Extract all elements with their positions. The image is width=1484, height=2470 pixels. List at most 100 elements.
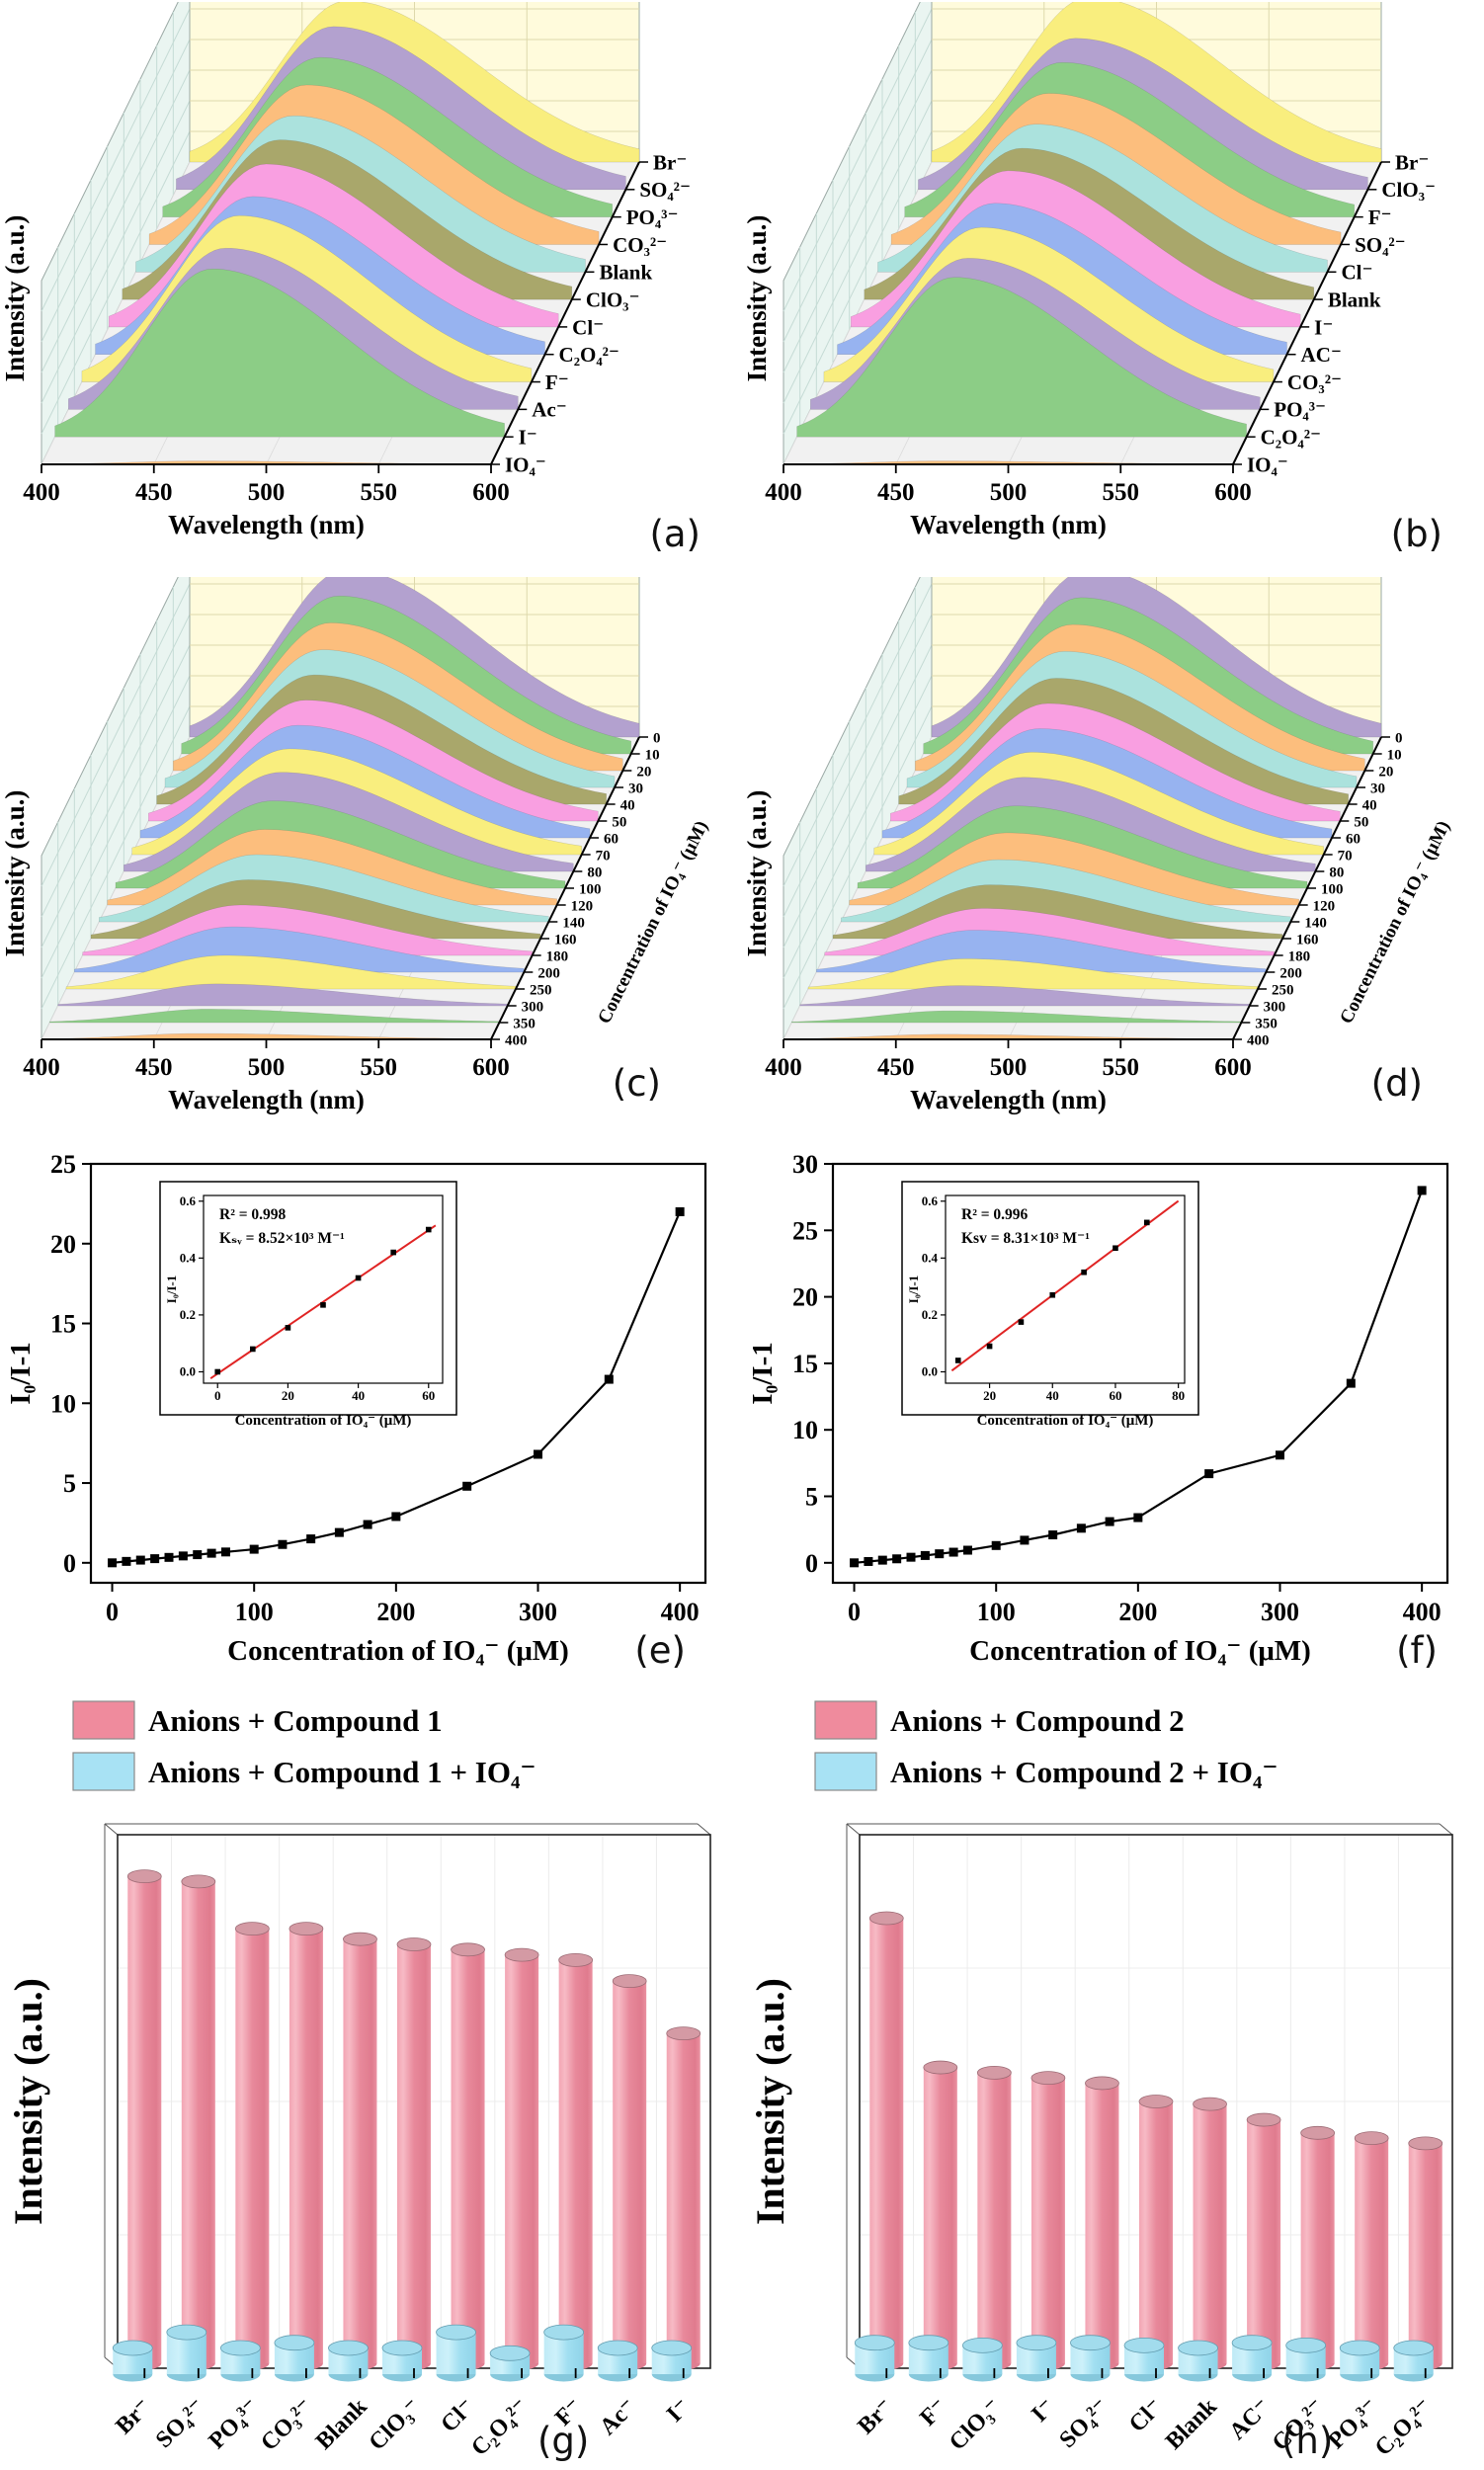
y-tick-label: 25 — [50, 1150, 76, 1179]
depth-tick-label: SO₄²⁻ — [1355, 233, 1406, 257]
y-tick-label: 20 — [50, 1230, 76, 1259]
inset-y-tick-label: 0.2 — [180, 1307, 196, 1322]
y-axis-title: Intensity (a.u.) — [748, 1978, 792, 2225]
bar-cylinder-top — [976, 2065, 1012, 2080]
depth-tick-label: 60 — [1346, 831, 1360, 847]
x-tick-label: 550 — [1103, 1054, 1140, 1081]
inset-x-tick-label: 20 — [282, 1388, 294, 1403]
data-point-marker — [906, 1552, 916, 1562]
inset-annotation-r2: R² = 0.998 — [219, 1206, 287, 1223]
bar-cylinder-body-I⁻ — [1031, 2078, 1065, 2363]
grid-or-axis-line — [783, 130, 933, 435]
depth-tick-label: 20 — [636, 764, 651, 780]
small-cylinder-top — [1285, 2337, 1327, 2353]
series-area-400 — [41, 1032, 492, 1040]
data-point-marker — [1105, 1517, 1114, 1526]
inset-annotation-ksv: Ksv = 8.31×10³ M⁻¹ — [961, 1230, 1090, 1247]
y-tick-label: 10 — [50, 1389, 76, 1418]
rect-shape — [831, 1162, 1449, 1585]
rect-shape — [945, 1194, 1186, 1384]
grid-or-axis-line — [41, 675, 191, 979]
inset-y-tick-label: 0.6 — [922, 1194, 939, 1208]
depth-tick-label: 120 — [1313, 898, 1336, 914]
depth-tick-label: Blank — [1328, 288, 1381, 311]
small-cylinder-top — [328, 2340, 369, 2356]
data-point-marker — [278, 1539, 288, 1549]
bar-cylinder-body-F⁻ — [558, 1959, 593, 2363]
depth-axis-title: Concentration of IO₄⁻ (μM) — [1336, 818, 1454, 1028]
panel-tag-f: (f) — [1396, 1629, 1438, 1672]
depth-tick-label: PO₄³⁻ — [1274, 398, 1326, 422]
inset-y-tick-label: 0.2 — [922, 1307, 938, 1322]
category-label: ClO₃⁻ — [945, 2394, 1007, 2456]
small-cylinder-top — [219, 2340, 261, 2356]
legend-label: Anions + Compound 2 + IO₄⁻ — [890, 1755, 1278, 1789]
scatter-chart-f: 0 100 200 300 400 0 5 10 15 20 25 30 Concentration o… — [747, 1150, 1449, 1667]
depth-tick-label: PO₄³⁻ — [626, 206, 679, 229]
inset-data-point — [355, 1275, 362, 1281]
bar-cylinder-body-Blank — [343, 1938, 377, 2363]
waterfall-chart-b: Br⁻ ClO₃⁻ F⁻ SO₄²⁻ Cl⁻ Blank I⁻ AC⁻ CO₃²⁻ PO₄³⁻ C₂… — [746, 2, 1436, 539]
data-point-marker — [306, 1534, 316, 1544]
small-cylinder-top — [1178, 2340, 1218, 2356]
grid-or-axis-line — [783, 644, 933, 948]
inset-x-tick-label: 40 — [1046, 1388, 1059, 1403]
bar-cylinder-body-PO₄³⁻ — [235, 1929, 270, 2363]
data-point-marker — [962, 1545, 972, 1555]
depth-tick-label: 180 — [546, 948, 569, 964]
small-cylinder-top — [651, 2340, 693, 2356]
x-tick-label: 400 — [765, 479, 802, 506]
series-area-300 — [799, 985, 1250, 1007]
depth-tick-label: 140 — [562, 915, 585, 931]
y-axis-title: Intensity (a.u.) — [4, 790, 30, 957]
inset-y-tick-label: 0.4 — [922, 1250, 939, 1265]
inset-x-tick-label: 60 — [1109, 1388, 1121, 1403]
data-point-marker — [864, 1556, 873, 1566]
small-cylinder-top — [166, 2324, 207, 2341]
y-tick-label: 15 — [50, 1310, 76, 1339]
depth-tick-label: I⁻ — [1314, 315, 1333, 339]
bar-cylinder-body-C₂O₄²⁻ — [505, 1954, 539, 2363]
small-cylinder-top — [1393, 2340, 1435, 2356]
y-tick-label: 30 — [792, 1150, 818, 1179]
depth-tick-label: F⁻ — [1368, 206, 1392, 229]
inset-annotation-ksv: Kₛᵥ = 8.52×10³ M⁻¹ — [219, 1230, 345, 1247]
depth-tick-label: 40 — [620, 797, 635, 813]
panel-g: Anions + Compound 1 Anions + Compound 1 +… — [4, 1691, 740, 2468]
depth-tick-label: F⁻ — [545, 370, 569, 394]
panel-h: Anions + Compound 2 Anions + Compound 2 +… — [746, 1691, 1482, 2468]
x-tick-label: 500 — [248, 1054, 286, 1081]
bar-cylinder-body-Cl⁻ — [451, 1949, 485, 2363]
data-point-marker — [533, 1449, 542, 1459]
data-point-marker — [1346, 1378, 1356, 1388]
panel-c: 0 10 20 30 40 50 60 70 80 100 120 140 160 180 200 250 30… — [4, 577, 740, 1142]
data-point-marker — [249, 1544, 259, 1554]
x-axis-title: Wavelength (nm) — [168, 510, 365, 539]
bar-cylinder-top — [1085, 2076, 1119, 2091]
depth-tick-label: 140 — [1304, 915, 1327, 931]
bar-cylinder-body-Ac⁻ — [613, 1981, 647, 2363]
x-tick-label: 450 — [135, 1054, 173, 1081]
depth-axis-title: Concentration of IO₄⁻ (μM) — [594, 818, 712, 1028]
data-point-marker — [363, 1520, 372, 1529]
x-tick-label: 550 — [361, 479, 398, 506]
grid-or-axis-line — [783, 100, 933, 404]
grid-or-axis-line — [783, 705, 933, 1010]
series-area-250 — [807, 958, 1259, 990]
inset-x-tick-label: 60 — [422, 1388, 435, 1403]
category-label: Blank — [1161, 2393, 1222, 2454]
depth-tick-label: Br⁻ — [653, 150, 687, 174]
inset-data-point — [1143, 1219, 1150, 1226]
grid-or-axis-line — [41, 130, 191, 435]
inset-x-tick-label: 40 — [352, 1388, 365, 1403]
panel-tag-a: (a) — [649, 513, 701, 555]
grid-or-axis-line — [41, 705, 191, 1010]
bar-cylinder-body-CO₃²⁻ — [1300, 2132, 1335, 2363]
category-label: SO₄²⁻ — [1055, 2394, 1114, 2453]
x-tick-label: 300 — [1261, 1598, 1299, 1626]
waterfall-chart-d: 0102030405060708010012014016018020025030… — [746, 577, 1454, 1114]
data-point-marker — [122, 1556, 131, 1566]
category-label: C₂O₄²⁻ — [1370, 2394, 1438, 2461]
x-tick-label: 500 — [248, 479, 286, 506]
